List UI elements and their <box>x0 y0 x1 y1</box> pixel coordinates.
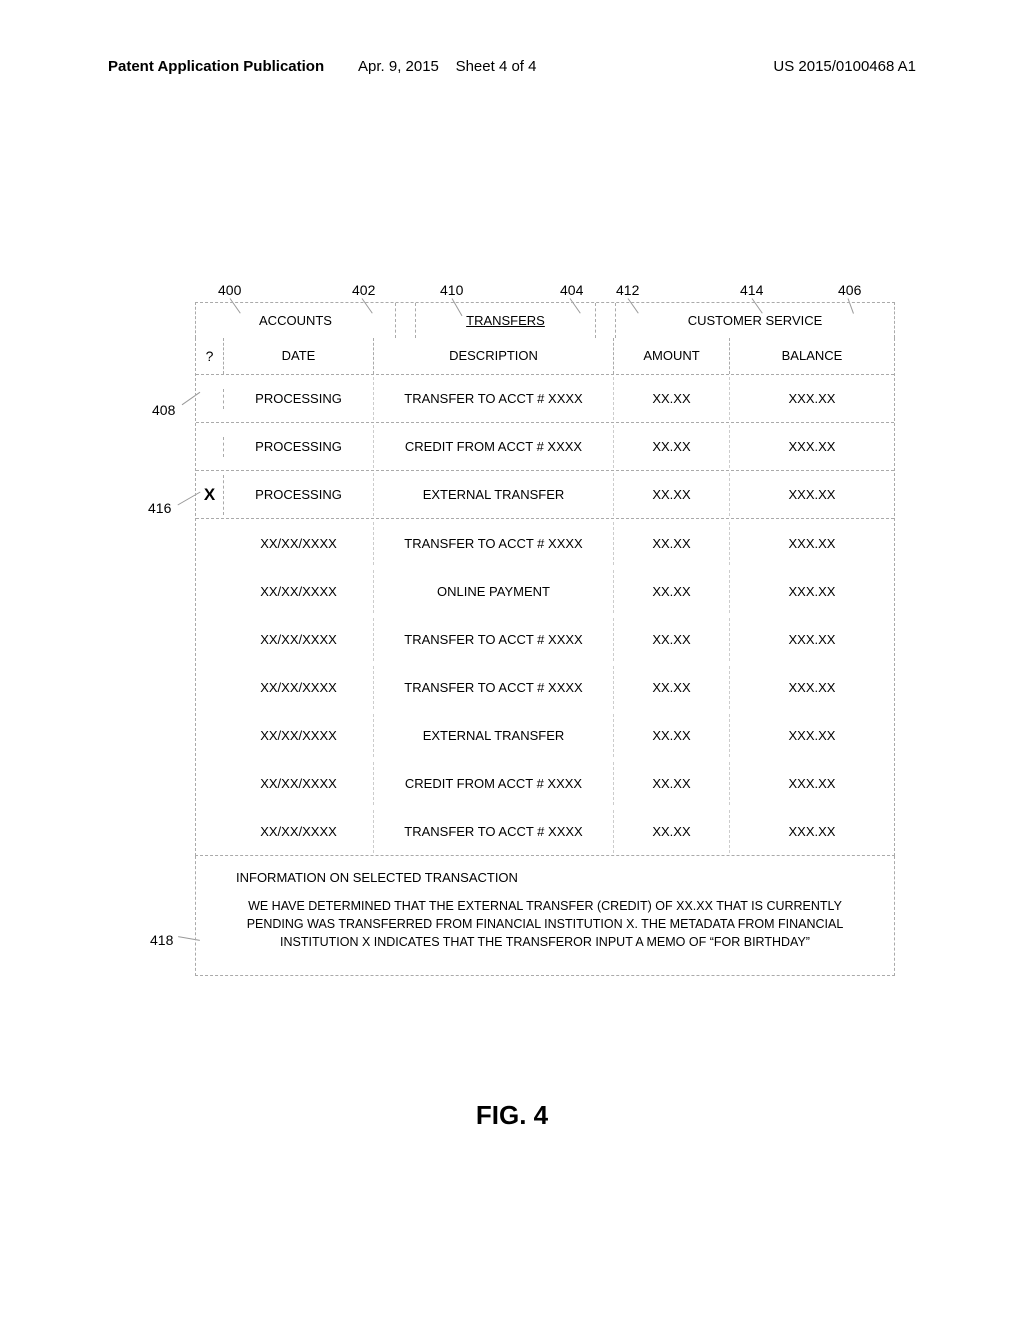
header-left: Patent Application Publication <box>108 58 324 75</box>
tab-gap-2 <box>596 303 616 338</box>
table-row[interactable]: XX/XX/XXXXEXTERNAL TRANSFERXX.XXXXX.XX <box>196 711 894 759</box>
ref-400: 400 <box>218 282 241 298</box>
table-row[interactable]: XX/XX/XXXXTRANSFER TO ACCT # XXXXXX.XXXX… <box>196 807 894 855</box>
table-row[interactable]: XX/XX/XXXXTRANSFER TO ACCT # XXXXXX.XXXX… <box>196 663 894 711</box>
col-header-date: DATE <box>224 338 374 374</box>
row-select-mark[interactable] <box>196 725 224 745</box>
row-date: XX/XX/XXXX <box>224 810 374 853</box>
row-balance: XXX.XX <box>730 810 894 853</box>
tabs-row: ACCOUNTS TRANSFERS CUSTOMER SERVICE <box>195 302 895 338</box>
row-date: XX/XX/XXXX <box>224 522 374 565</box>
table-row[interactable]: XPROCESSINGEXTERNAL TRANSFERXX.XXXXX.XX <box>196 471 894 519</box>
row-description: TRANSFER TO ACCT # XXXX <box>374 618 614 661</box>
row-select-mark[interactable] <box>196 773 224 793</box>
row-description: TRANSFER TO ACCT # XXXX <box>374 810 614 853</box>
row-balance: XXX.XX <box>730 377 894 420</box>
table-body: PROCESSINGTRANSFER TO ACCT # XXXXXX.XXXX… <box>196 375 894 855</box>
row-amount: XX.XX <box>614 762 730 805</box>
row-select-mark[interactable] <box>196 629 224 649</box>
figure-label: FIG. 4 <box>0 1100 1024 1131</box>
row-select-mark[interactable] <box>196 533 224 553</box>
row-description: CREDIT FROM ACCT # XXXX <box>374 762 614 805</box>
row-amount: XX.XX <box>614 425 730 468</box>
row-amount: XX.XX <box>614 714 730 757</box>
row-amount: XX.XX <box>614 666 730 709</box>
tab-gap-1 <box>396 303 416 338</box>
row-amount: XX.XX <box>614 570 730 613</box>
table-row[interactable]: PROCESSINGTRANSFER TO ACCT # XXXXXX.XXXX… <box>196 375 894 423</box>
col-header-amount: AMOUNT <box>614 338 730 374</box>
header-date: Apr. 9, 2015 <box>358 58 439 75</box>
row-date: PROCESSING <box>224 425 374 468</box>
ref-402: 402 <box>352 282 375 298</box>
table-row[interactable]: XX/XX/XXXXONLINE PAYMENTXX.XXXXX.XX <box>196 567 894 615</box>
row-amount: XX.XX <box>614 618 730 661</box>
ref-418: 418 <box>150 932 173 948</box>
ref-410: 410 <box>440 282 463 298</box>
row-date: XX/XX/XXXX <box>224 570 374 613</box>
header-right: US 2015/0100468 A1 <box>773 58 916 75</box>
row-balance: XXX.XX <box>730 570 894 613</box>
figure-container: ACCOUNTS TRANSFERS CUSTOMER SERVICE ? DA… <box>195 302 895 976</box>
row-date: XX/XX/XXXX <box>224 618 374 661</box>
tab-customer-service[interactable]: CUSTOMER SERVICE <box>616 303 894 338</box>
col-header-description: DESCRIPTION <box>374 338 614 374</box>
row-balance: XXX.XX <box>730 522 894 565</box>
row-date: PROCESSING <box>224 473 374 516</box>
tab-transfers[interactable]: TRANSFERS <box>416 303 596 338</box>
row-description: CREDIT FROM ACCT # XXXX <box>374 425 614 468</box>
header-center: Apr. 9, 2015 Sheet 4 of 4 <box>358 58 536 75</box>
header-sheet: Sheet 4 of 4 <box>456 58 537 75</box>
ref-406: 406 <box>838 282 861 298</box>
row-description: ONLINE PAYMENT <box>374 570 614 613</box>
ref-404: 404 <box>560 282 583 298</box>
transactions-table: ? DATE DESCRIPTION AMOUNT BALANCE PROCES… <box>195 338 895 856</box>
info-panel-body: WE HAVE DETERMINED THAT THE EXTERNAL TRA… <box>226 897 864 951</box>
row-description: TRANSFER TO ACCT # XXXX <box>374 522 614 565</box>
row-select-mark[interactable] <box>196 389 224 409</box>
row-select-mark[interactable] <box>196 437 224 457</box>
table-row[interactable]: PROCESSINGCREDIT FROM ACCT # XXXXXX.XXXX… <box>196 423 894 471</box>
info-panel-title: INFORMATION ON SELECTED TRANSACTION <box>236 870 864 885</box>
table-header-row: ? DATE DESCRIPTION AMOUNT BALANCE <box>196 338 894 375</box>
row-balance: XXX.XX <box>730 473 894 516</box>
row-balance: XXX.XX <box>730 666 894 709</box>
row-description: TRANSFER TO ACCT # XXXX <box>374 377 614 420</box>
row-select-mark[interactable] <box>196 677 224 697</box>
ref-408: 408 <box>152 402 175 418</box>
row-select-mark[interactable] <box>196 821 224 841</box>
row-amount: XX.XX <box>614 522 730 565</box>
table-row[interactable]: XX/XX/XXXXTRANSFER TO ACCT # XXXXXX.XXXX… <box>196 615 894 663</box>
tab-accounts[interactable]: ACCOUNTS <box>196 303 396 338</box>
row-amount: XX.XX <box>614 473 730 516</box>
row-date: XX/XX/XXXX <box>224 714 374 757</box>
ref-414: 414 <box>740 282 763 298</box>
table-row[interactable]: XX/XX/XXXXTRANSFER TO ACCT # XXXXXX.XXXX… <box>196 519 894 567</box>
ref-416: 416 <box>148 500 171 516</box>
row-amount: XX.XX <box>614 377 730 420</box>
table-row[interactable]: XX/XX/XXXXCREDIT FROM ACCT # XXXXXX.XXXX… <box>196 759 894 807</box>
row-amount: XX.XX <box>614 810 730 853</box>
row-select-mark[interactable] <box>196 581 224 601</box>
ref-412: 412 <box>616 282 639 298</box>
row-balance: XXX.XX <box>730 618 894 661</box>
row-select-mark[interactable]: X <box>196 475 224 515</box>
row-balance: XXX.XX <box>730 762 894 805</box>
info-panel: INFORMATION ON SELECTED TRANSACTION WE H… <box>195 856 895 976</box>
row-date: XX/XX/XXXX <box>224 762 374 805</box>
row-balance: XXX.XX <box>730 425 894 468</box>
row-description: EXTERNAL TRANSFER <box>374 714 614 757</box>
row-description: TRANSFER TO ACCT # XXXX <box>374 666 614 709</box>
col-header-select: ? <box>196 338 224 374</box>
row-description: EXTERNAL TRANSFER <box>374 473 614 516</box>
row-balance: XXX.XX <box>730 714 894 757</box>
col-header-balance: BALANCE <box>730 338 894 374</box>
row-date: PROCESSING <box>224 377 374 420</box>
row-date: XX/XX/XXXX <box>224 666 374 709</box>
